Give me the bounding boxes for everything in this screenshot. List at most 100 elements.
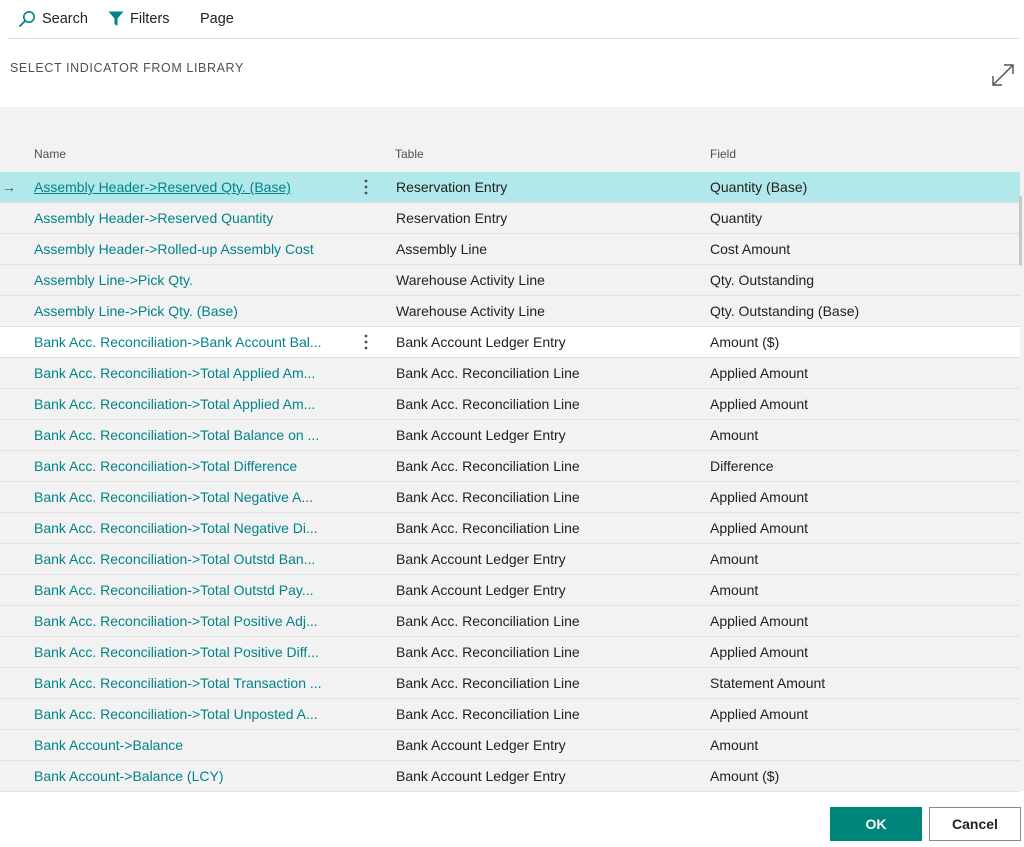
row-field: Applied Amount (710, 396, 809, 412)
filters-label: Filters (130, 11, 170, 27)
row-name-link[interactable]: Bank Acc. Reconciliation->Total Transact… (34, 675, 322, 691)
row-name-link[interactable]: Bank Acc. Reconciliation->Bank Account B… (34, 334, 322, 350)
row-name-link[interactable]: Bank Acc. Reconciliation->Total Applied … (34, 396, 316, 412)
row-table: Bank Acc. Reconciliation Line (396, 489, 580, 505)
row-name-link[interactable]: Bank Acc. Reconciliation->Total Positive… (34, 613, 318, 629)
page-menu[interactable]: Page (200, 0, 234, 38)
table-row[interactable]: Bank Acc. Reconciliation->Total Differen… (0, 451, 1020, 482)
table-row[interactable]: → Assembly Header->Reserved Qty. (Base) … (0, 172, 1020, 203)
row-field: Cost Amount (710, 241, 791, 257)
table-row[interactable]: Assembly Header->Rolled-up Assembly Cost… (0, 234, 1020, 265)
expand-button[interactable] (990, 62, 1016, 88)
cancel-button[interactable]: Cancel (929, 807, 1021, 841)
page-label: Page (200, 11, 234, 27)
table-row[interactable]: Bank Acc. Reconciliation->Total Unposted… (0, 699, 1020, 730)
row-name-link[interactable]: Bank Acc. Reconciliation->Total Negative… (34, 520, 318, 536)
row-table: Reservation Entry (396, 210, 508, 226)
expand-icon (992, 64, 1014, 86)
row-field: Applied Amount (710, 613, 809, 629)
action-bar: Search Filters Page (0, 0, 1024, 38)
table-row[interactable]: Bank Acc. Reconciliation->Bank Account B… (0, 327, 1020, 358)
table-row[interactable]: Bank Acc. Reconciliation->Total Outstd P… (0, 575, 1020, 606)
row-name-link[interactable]: Bank Acc. Reconciliation->Total Positive… (34, 644, 319, 660)
table-row[interactable]: Bank Acc. Reconciliation->Total Transact… (0, 668, 1020, 699)
table-row[interactable]: Bank Account->Balance (LCY) Bank Account… (0, 761, 1020, 792)
dialog-title: SELECT INDICATOR FROM LIBRARY (10, 61, 244, 75)
row-name-link[interactable]: Bank Account->Balance (LCY) (34, 768, 224, 784)
row-field: Applied Amount (710, 644, 809, 660)
table-row[interactable]: Bank Acc. Reconciliation->Total Balance … (0, 420, 1020, 451)
row-table: Bank Acc. Reconciliation Line (396, 396, 580, 412)
row-table: Warehouse Activity Line (396, 272, 545, 288)
row-table: Bank Account Ledger Entry (396, 768, 566, 784)
row-table: Bank Account Ledger Entry (396, 334, 566, 350)
row-field: Qty. Outstanding (710, 272, 815, 288)
row-table: Bank Acc. Reconciliation Line (396, 365, 580, 381)
row-name-link[interactable]: Bank Account->Balance (34, 737, 184, 753)
row-field: Amount ($) (710, 768, 780, 784)
table-row[interactable]: Bank Acc. Reconciliation->Total Positive… (0, 606, 1020, 637)
row-name-link[interactable]: Assembly Header->Rolled-up Assembly Cost (34, 241, 314, 257)
row-field: Qty. Outstanding (Base) (710, 303, 860, 319)
search-action[interactable]: Search (18, 0, 88, 38)
table-row[interactable]: Bank Acc. Reconciliation->Total Positive… (0, 637, 1020, 668)
row-actions-button[interactable] (360, 333, 372, 351)
row-table: Bank Account Ledger Entry (396, 582, 566, 598)
row-table: Bank Acc. Reconciliation Line (396, 644, 580, 660)
row-table: Bank Acc. Reconciliation Line (396, 613, 580, 629)
filters-action[interactable]: Filters (108, 0, 169, 38)
row-field: Difference (710, 458, 774, 474)
table-row[interactable]: Bank Acc. Reconciliation->Total Applied … (0, 389, 1020, 420)
row-field: Applied Amount (710, 520, 809, 536)
row-field: Amount (710, 737, 759, 753)
row-name-link[interactable]: Bank Acc. Reconciliation->Total Negative… (34, 489, 313, 505)
row-field: Amount (710, 551, 759, 567)
row-name-link[interactable]: Bank Acc. Reconciliation->Total Outstd B… (34, 551, 316, 567)
row-actions-button[interactable] (360, 178, 372, 196)
table-row[interactable]: Bank Account->Balance Bank Account Ledge… (0, 730, 1020, 761)
row-table: Reservation Entry (396, 179, 508, 195)
table-row[interactable]: Assembly Header->Reserved Quantity Reser… (0, 203, 1020, 234)
row-table: Bank Account Ledger Entry (396, 551, 566, 567)
row-field: Amount ($) (710, 334, 780, 350)
current-row-arrow-icon: → (2, 179, 16, 195)
table-row[interactable]: Assembly Line->Pick Qty. Warehouse Activ… (0, 265, 1020, 296)
row-name-link[interactable]: Bank Acc. Reconciliation->Total Balance … (34, 427, 320, 443)
search-label: Search (42, 11, 88, 27)
table-row[interactable]: Bank Acc. Reconciliation->Total Negative… (0, 482, 1020, 513)
filter-icon (108, 10, 124, 28)
vertical-scrollbar[interactable] (1019, 196, 1022, 266)
row-field: Applied Amount (710, 365, 809, 381)
row-table: Bank Acc. Reconciliation Line (396, 706, 580, 722)
row-field: Applied Amount (710, 706, 809, 722)
ok-button[interactable]: OK (830, 807, 922, 841)
more-options-icon (364, 334, 368, 350)
row-name-link[interactable]: Bank Acc. Reconciliation->Total Unposted… (34, 706, 318, 722)
column-header-field[interactable]: Field (710, 147, 737, 161)
row-field: Amount (710, 427, 759, 443)
row-name-link[interactable]: Bank Acc. Reconciliation->Total Outstd P… (34, 582, 314, 598)
indicator-list: → Assembly Header->Reserved Qty. (Base) … (0, 172, 1020, 792)
row-name-link[interactable]: Assembly Header->Reserved Qty. (Base) (34, 179, 291, 195)
row-field: Quantity (710, 210, 763, 226)
row-name-link[interactable]: Bank Acc. Reconciliation->Total Differen… (34, 458, 298, 474)
row-name-link[interactable]: Assembly Line->Pick Qty. (Base) (34, 303, 238, 319)
row-table: Bank Acc. Reconciliation Line (396, 458, 580, 474)
row-name-link[interactable]: Assembly Header->Reserved Quantity (34, 210, 274, 226)
row-field: Statement Amount (710, 675, 826, 691)
row-name-link[interactable]: Bank Acc. Reconciliation->Total Applied … (34, 365, 316, 381)
row-table: Bank Acc. Reconciliation Line (396, 675, 580, 691)
row-field: Applied Amount (710, 489, 809, 505)
row-table: Warehouse Activity Line (396, 303, 545, 319)
table-row[interactable]: Bank Acc. Reconciliation->Total Negative… (0, 513, 1020, 544)
table-row[interactable]: Bank Acc. Reconciliation->Total Outstd B… (0, 544, 1020, 575)
row-table: Bank Acc. Reconciliation Line (396, 520, 580, 536)
table-row[interactable]: Bank Acc. Reconciliation->Total Applied … (0, 358, 1020, 389)
toolbar-divider (8, 38, 1020, 39)
row-field: Amount (710, 582, 759, 598)
table-row[interactable]: Assembly Line->Pick Qty. (Base) Warehous… (0, 296, 1020, 327)
search-icon (18, 10, 36, 28)
column-header-name[interactable]: Name (34, 147, 67, 161)
column-header-table[interactable]: Table (395, 147, 424, 161)
row-name-link[interactable]: Assembly Line->Pick Qty. (34, 272, 193, 288)
